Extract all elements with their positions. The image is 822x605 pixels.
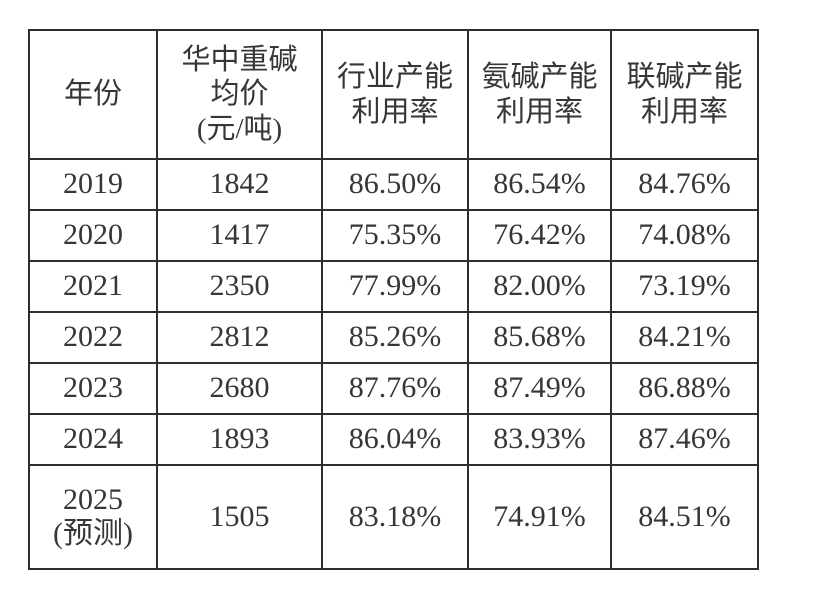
cell-ammonia-utilization: 85.68% <box>467 311 612 364</box>
cell-price: 2680 <box>156 362 323 415</box>
cell-ammonia-utilization: 83.93% <box>467 413 612 466</box>
cell-industry-utilization: 83.18% <box>321 464 469 570</box>
cell-combined-utilization: 74.08% <box>610 209 759 262</box>
cell-industry-utilization: 86.50% <box>321 158 469 211</box>
cell-industry-utilization: 77.99% <box>321 260 469 313</box>
cell-year: 2020 <box>28 209 158 262</box>
table-row-2022: 2022 2812 85.26% 85.68% 84.21% <box>28 311 759 364</box>
cell-year: 2019 <box>28 158 158 211</box>
cell-combined-utilization: 84.21% <box>610 311 759 364</box>
cell-combined-utilization: 86.88% <box>610 362 759 415</box>
cell-industry-utilization: 87.76% <box>321 362 469 415</box>
cell-combined-utilization: 73.19% <box>610 260 759 313</box>
table-row-2019: 2019 1842 86.50% 86.54% 84.76% <box>28 158 759 211</box>
cell-price: 2350 <box>156 260 323 313</box>
cell-year: 2022 <box>28 311 158 364</box>
table-row-2024: 2024 1893 86.04% 83.93% 87.46% <box>28 413 759 466</box>
cell-price: 2812 <box>156 311 323 364</box>
cell-price: 1417 <box>156 209 323 262</box>
cell-year: 2021 <box>28 260 158 313</box>
cell-combined-utilization: 84.51% <box>610 464 759 570</box>
cell-ammonia-utilization: 87.49% <box>467 362 612 415</box>
col-header-year: 年份 <box>28 29 158 160</box>
cell-year: 2024 <box>28 413 158 466</box>
cell-industry-utilization: 75.35% <box>321 209 469 262</box>
col-header-ammonia-utilization: 氨碱产能 利用率 <box>467 29 612 160</box>
cell-price: 1893 <box>156 413 323 466</box>
cell-combined-utilization: 84.76% <box>610 158 759 211</box>
cell-ammonia-utilization: 74.91% <box>467 464 612 570</box>
col-header-combined-utilization: 联碱产能 利用率 <box>610 29 759 160</box>
cell-industry-utilization: 86.04% <box>321 413 469 466</box>
cell-combined-utilization: 87.46% <box>610 413 759 466</box>
col-header-industry-utilization: 行业产能 利用率 <box>321 29 469 160</box>
cell-year: 2023 <box>28 362 158 415</box>
cell-ammonia-utilization: 86.54% <box>467 158 612 211</box>
cell-year: 2025 (预测) <box>28 464 158 570</box>
cell-industry-utilization: 85.26% <box>321 311 469 364</box>
cell-price: 1842 <box>156 158 323 211</box>
col-header-price: 华中重碱 均价 (元/吨) <box>156 29 323 160</box>
cell-ammonia-utilization: 76.42% <box>467 209 612 262</box>
cell-ammonia-utilization: 82.00% <box>467 260 612 313</box>
table-row-2025-forecast: 2025 (预测) 1505 83.18% 74.91% 84.51% <box>28 464 759 570</box>
table-row-2023: 2023 2680 87.76% 87.49% 86.88% <box>28 362 759 415</box>
table-row-2021: 2021 2350 77.99% 82.00% 73.19% <box>28 260 759 313</box>
capacity-utilization-table: 年份 华中重碱 均价 (元/吨) 行业产能 利用率 氨碱产能 利用率 联碱产能 … <box>28 29 759 570</box>
table-row-2020: 2020 1417 75.35% 76.42% 74.08% <box>28 209 759 262</box>
cell-price: 1505 <box>156 464 323 570</box>
header-row: 年份 华中重碱 均价 (元/吨) 行业产能 利用率 氨碱产能 利用率 联碱产能 … <box>28 29 759 160</box>
